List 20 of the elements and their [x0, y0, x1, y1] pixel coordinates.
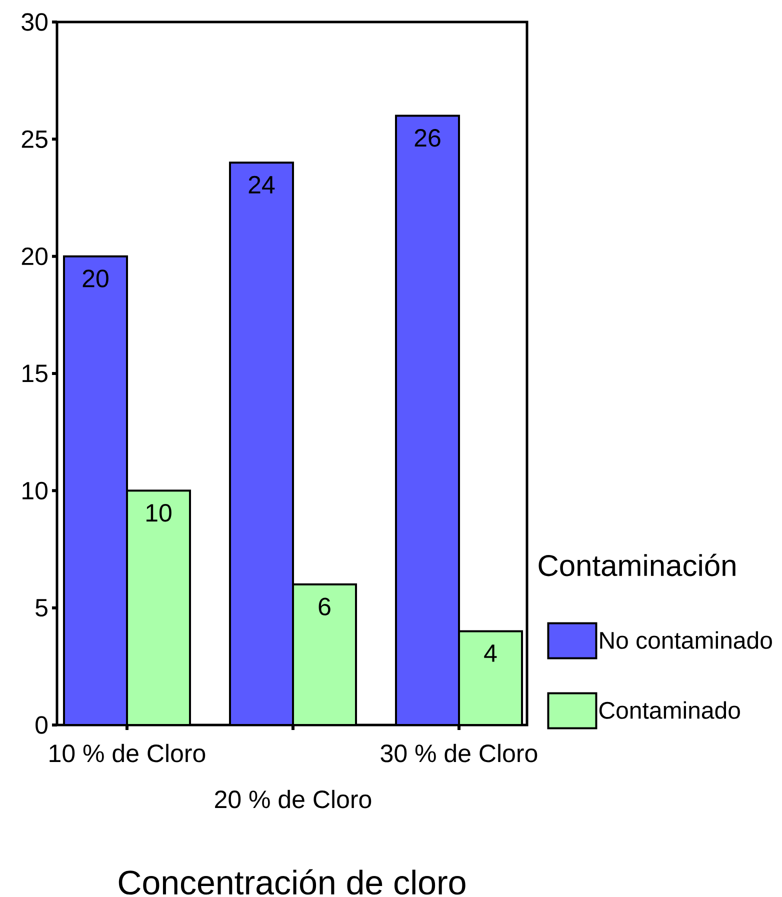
y-tick-label: 5: [36, 599, 48, 617]
x-tick-label: 30 % de Cloro: [380, 744, 538, 762]
y-tick-label: 25: [22, 130, 48, 148]
x-tick-label: 10 % de Cloro: [50, 744, 206, 762]
legend-label: No contaminado: [600, 631, 772, 649]
y-tick-label: 30: [22, 13, 48, 31]
y-tick-label: 0: [36, 716, 48, 734]
data-label: 6: [318, 598, 330, 616]
y-tick-label: 20: [22, 247, 48, 266]
data-label: 26: [414, 129, 440, 147]
data-label: 24: [248, 176, 275, 194]
data-label: 20: [82, 270, 108, 288]
legend-label: Contaminado: [599, 701, 740, 719]
x-axis-title: Concentración de cloro: [118, 869, 466, 895]
y-tick-label: 10: [22, 482, 48, 500]
legend-title: Contaminación: [538, 554, 736, 576]
y-tick-label: 15: [22, 364, 48, 382]
data-label: 4: [484, 644, 497, 662]
x-tick-label: 20 % de Cloro: [215, 790, 372, 808]
data-label: 10: [146, 504, 172, 522]
